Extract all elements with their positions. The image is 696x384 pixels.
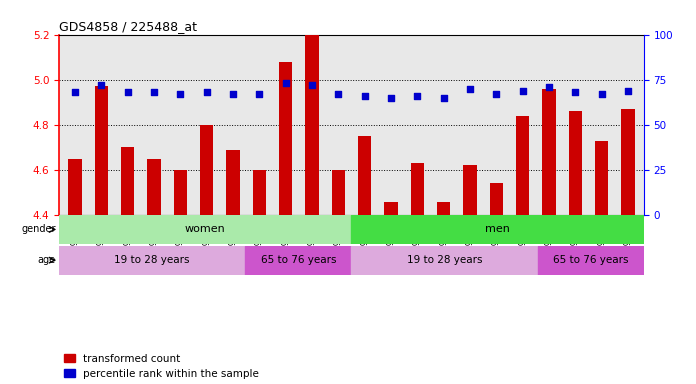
Text: gender: gender: [21, 224, 56, 235]
Bar: [351, 215, 644, 244]
Bar: [589, 35, 615, 215]
Bar: [306, 35, 319, 215]
Bar: [384, 202, 397, 215]
Point: [228, 91, 239, 97]
Legend: transformed count, percentile rank within the sample: transformed count, percentile rank withi…: [64, 354, 259, 379]
Point: [333, 91, 344, 97]
Bar: [114, 35, 141, 215]
Text: GDS4858 / 225488_at: GDS4858 / 225488_at: [59, 20, 197, 33]
Bar: [351, 35, 378, 215]
Bar: [95, 86, 108, 215]
Bar: [220, 35, 246, 215]
Bar: [325, 35, 351, 215]
Text: 65 to 76 years: 65 to 76 years: [553, 255, 628, 265]
Point: [175, 91, 186, 97]
Point: [70, 89, 81, 95]
Point: [412, 93, 423, 99]
Bar: [516, 116, 529, 215]
Bar: [148, 159, 161, 215]
Bar: [595, 141, 608, 215]
Point: [438, 95, 449, 101]
Bar: [272, 35, 299, 215]
Point: [359, 93, 370, 99]
Point: [280, 80, 291, 86]
Text: age: age: [38, 255, 56, 265]
Point: [622, 88, 633, 94]
Bar: [351, 246, 537, 275]
Bar: [537, 246, 644, 275]
Point: [201, 89, 212, 95]
Bar: [68, 159, 81, 215]
Bar: [437, 202, 450, 215]
Bar: [464, 166, 477, 215]
Bar: [404, 35, 431, 215]
Point: [544, 84, 555, 90]
Bar: [615, 35, 641, 215]
Bar: [378, 35, 404, 215]
Bar: [562, 35, 589, 215]
Bar: [332, 170, 345, 215]
Bar: [59, 246, 245, 275]
Bar: [62, 35, 88, 215]
Point: [122, 89, 133, 95]
Bar: [193, 35, 220, 215]
Point: [96, 82, 107, 88]
Bar: [174, 170, 187, 215]
Bar: [141, 35, 167, 215]
Bar: [167, 35, 193, 215]
Point: [491, 91, 502, 97]
Bar: [536, 35, 562, 215]
Bar: [59, 215, 351, 244]
Point: [596, 91, 607, 97]
Bar: [431, 35, 457, 215]
Bar: [88, 35, 114, 215]
Text: 65 to 76 years: 65 to 76 years: [260, 255, 336, 265]
Text: 19 to 28 years: 19 to 28 years: [114, 255, 190, 265]
Bar: [200, 125, 213, 215]
Bar: [509, 35, 536, 215]
Bar: [253, 170, 266, 215]
Point: [517, 88, 528, 94]
Bar: [246, 35, 272, 215]
Bar: [622, 109, 635, 215]
Text: women: women: [185, 224, 226, 235]
Bar: [121, 147, 134, 215]
Text: 19 to 28 years: 19 to 28 years: [406, 255, 482, 265]
Bar: [490, 184, 503, 215]
Bar: [457, 35, 483, 215]
Bar: [569, 111, 582, 215]
Text: men: men: [485, 224, 510, 235]
Point: [570, 89, 581, 95]
Bar: [279, 62, 292, 215]
Bar: [358, 136, 371, 215]
Bar: [299, 35, 325, 215]
Bar: [411, 163, 424, 215]
Bar: [483, 35, 509, 215]
Point: [148, 89, 159, 95]
Bar: [245, 246, 351, 275]
Bar: [542, 89, 555, 215]
Point: [254, 91, 265, 97]
Point: [306, 82, 317, 88]
Bar: [226, 150, 239, 215]
Point: [386, 95, 397, 101]
Point: [464, 86, 475, 92]
